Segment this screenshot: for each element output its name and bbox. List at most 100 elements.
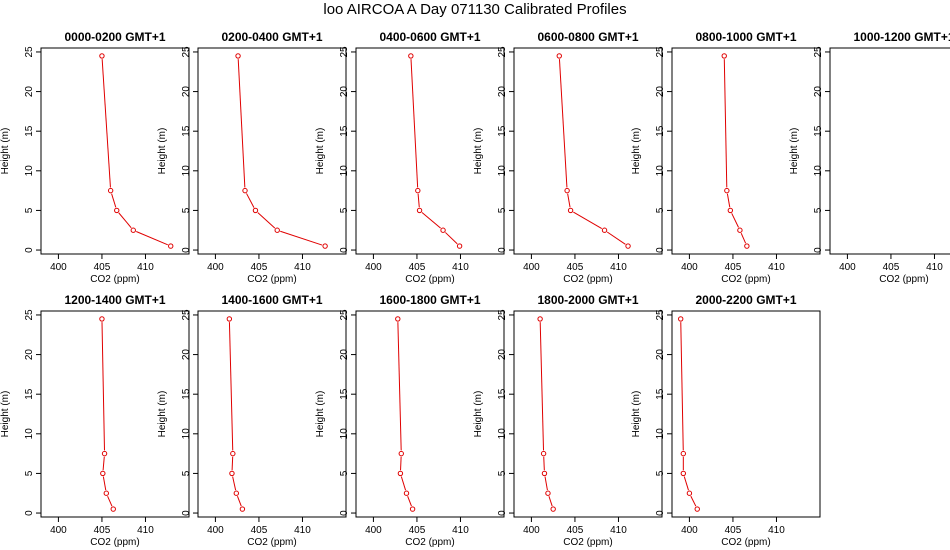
data-point: [415, 187, 421, 194]
y-axis-label: Height (m): [0, 391, 11, 438]
data-point: [694, 506, 700, 512]
data-point: [680, 470, 687, 477]
data-point: [416, 207, 423, 214]
x-tick-label: 405: [725, 525, 742, 536]
y-tick-label: 25: [655, 46, 666, 58]
plot-frame: [40, 310, 190, 518]
y-tick-label: 20: [497, 349, 508, 361]
panel-title: 1800-2000 GMT+1: [537, 293, 638, 307]
y-tick-label: 25: [497, 46, 508, 58]
profile-line-segment: [417, 193, 420, 208]
y-tick-label: 25: [655, 309, 666, 321]
profile-line-segment: [102, 476, 107, 491]
y-tick-label: 15: [181, 388, 192, 400]
y-tick-label: 0: [813, 247, 824, 253]
profile-line-segment: [397, 322, 402, 451]
data-point: [721, 53, 727, 59]
y-tick-label: 10: [24, 165, 35, 177]
panel-title: 0600-0800 GMT+1: [537, 30, 638, 44]
y-tick-label: 10: [497, 428, 508, 440]
profile-line-segment: [236, 496, 242, 507]
x-tick-label: 410: [610, 262, 627, 273]
plot-frame: [513, 310, 663, 518]
data-point: [678, 316, 684, 322]
y-axis-label: Height (m): [473, 391, 484, 438]
profile-line-segment: [107, 495, 113, 507]
data-point: [744, 243, 750, 249]
data-point: [168, 243, 174, 249]
y-tick-label: 15: [655, 125, 666, 137]
profile-line-segment: [680, 322, 684, 451]
profile-line-segment: [246, 193, 255, 208]
x-axis-label: CO2 (ppm): [563, 537, 612, 548]
profile-line-segment: [573, 211, 603, 230]
profile-line-segment: [539, 322, 545, 451]
panel-title: 0800-1000 GMT+1: [695, 30, 796, 44]
y-tick-label: 0: [339, 247, 350, 253]
y-tick-label: 25: [24, 309, 35, 321]
data-point: [398, 450, 404, 457]
data-point: [239, 506, 246, 512]
y-tick-label: 25: [813, 46, 824, 58]
x-tick-label: 410: [768, 262, 785, 273]
profile-line-segment: [118, 212, 132, 229]
plot-frame: [197, 47, 347, 255]
y-tick-label: 0: [339, 510, 350, 516]
x-tick-label: 410: [926, 262, 943, 273]
y-tick-label: 15: [497, 125, 508, 137]
x-tick-label: 405: [94, 262, 111, 273]
panel-title: 1600-1800 GMT+1: [379, 293, 480, 307]
y-tick-label: 20: [497, 86, 508, 98]
y-tick-label: 0: [24, 247, 35, 253]
x-tick-label: 410: [610, 525, 627, 536]
x-tick-label: 405: [94, 525, 111, 536]
plot-frame: [197, 310, 347, 518]
x-tick-label: 410: [452, 262, 469, 273]
y-tick-label: 0: [655, 247, 666, 253]
profile-line-segment: [421, 212, 441, 229]
data-point: [727, 207, 734, 214]
x-tick-label: 400: [523, 525, 540, 536]
x-tick-label: 400: [207, 525, 224, 536]
x-tick-label: 405: [409, 525, 426, 536]
profile-line-segment: [101, 59, 111, 188]
figure-title: loo AIRCOA A Day 071130 Calibrated Profi…: [323, 1, 627, 18]
x-tick-label: 400: [681, 262, 698, 273]
profile-line-segment: [228, 322, 234, 451]
y-tick-label: 5: [497, 207, 508, 213]
y-tick-label: 10: [655, 165, 666, 177]
data-point: [540, 450, 547, 457]
data-point: [686, 490, 693, 496]
y-tick-label: 20: [181, 349, 192, 361]
panel-title: 1200-1400 GMT+1: [64, 293, 165, 307]
x-tick-label: 400: [365, 262, 382, 273]
y-tick-label: 25: [497, 309, 508, 321]
data-point: [99, 53, 105, 59]
x-tick-label: 400: [839, 262, 856, 273]
profile-line-segment: [407, 496, 412, 507]
panel-title: 2000-2200 GMT+1: [695, 293, 796, 307]
x-tick-label: 400: [681, 525, 698, 536]
profile-line-segment: [606, 231, 626, 245]
profile-line-segment: [445, 232, 458, 245]
y-tick-label: 5: [339, 470, 350, 476]
y-tick-label: 10: [24, 428, 35, 440]
profile-line-segment: [544, 476, 548, 491]
profile-line-segment: [410, 59, 419, 188]
y-axis-label: Height (m): [631, 391, 642, 438]
y-tick-label: 20: [24, 349, 35, 361]
x-tick-label: 400: [523, 262, 540, 273]
data-point: [99, 316, 105, 322]
data-point: [541, 470, 548, 477]
y-tick-label: 5: [655, 470, 666, 476]
y-tick-label: 5: [181, 470, 192, 476]
data-point: [397, 470, 404, 477]
x-tick-label: 400: [50, 525, 67, 536]
y-tick-label: 10: [339, 428, 350, 440]
y-tick-label: 0: [497, 510, 508, 516]
plot-frame: [671, 47, 821, 255]
y-tick-label: 20: [655, 349, 666, 361]
data-point: [537, 316, 543, 322]
y-tick-label: 15: [497, 388, 508, 400]
x-axis-label: CO2 (ppm): [721, 274, 770, 285]
